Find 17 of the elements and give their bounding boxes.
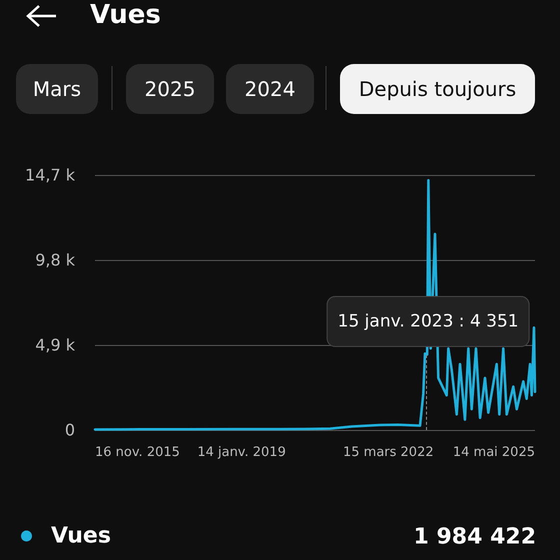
line-series <box>94 178 536 431</box>
x-tick-label: 16 nov. 2015 <box>95 445 180 460</box>
text: 2025 <box>144 77 196 101</box>
y-tick-label: 0 <box>64 420 75 440</box>
text: 1 984 422 <box>414 524 536 550</box>
x-tick-label: 14 janv. 2019 <box>197 445 286 460</box>
legend-label: Vues <box>51 524 111 548</box>
y-tick-label: 9,8 k <box>35 250 76 270</box>
text: Depuis toujours <box>358 77 516 101</box>
x-tick-label: 14 mai 2025 <box>452 445 535 460</box>
y-tick-label: 14,7 k <box>25 166 76 184</box>
x-tick-label: 15 mars 2022 <box>342 445 434 460</box>
chart-title: Vues <box>90 0 161 30</box>
annotation: 15 janv. 2023 : 4 351 <box>338 312 519 332</box>
text: 2024 <box>244 77 296 101</box>
y-tick-label: 4,9 k <box>35 336 76 354</box>
text: Mars <box>32 77 82 101</box>
